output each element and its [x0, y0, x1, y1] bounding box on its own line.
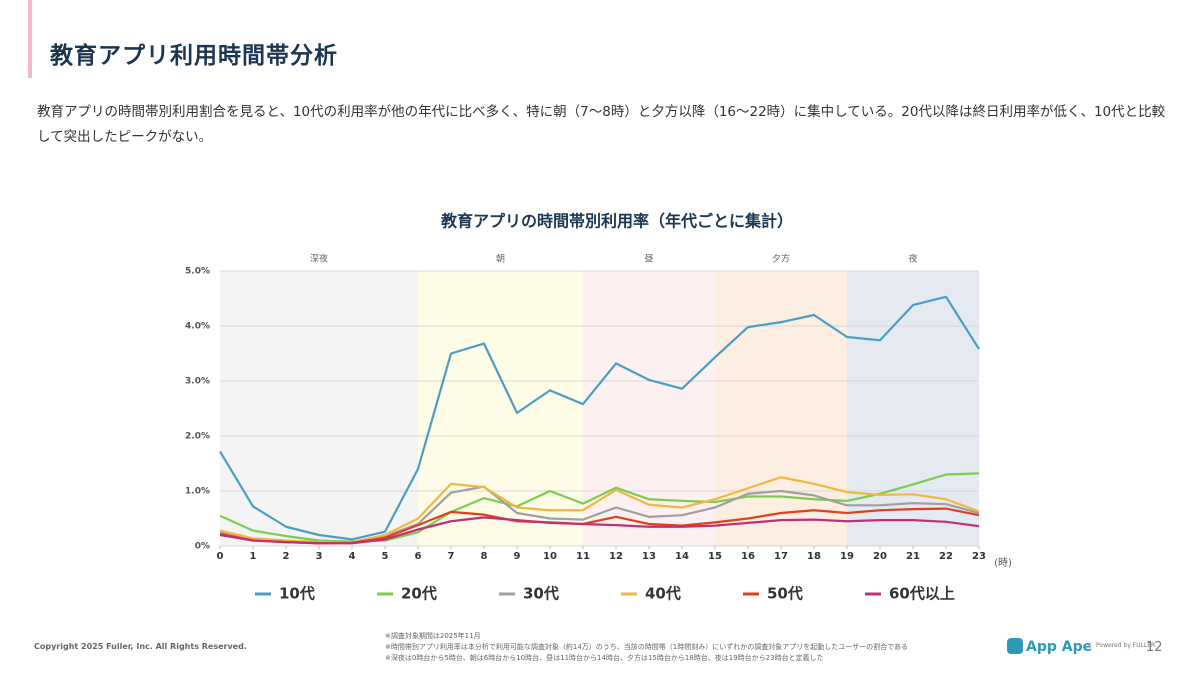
- x-tick-label: 3: [316, 551, 323, 562]
- note: ※時間帯別アプリ利用率は本分析で利用可能な調査対象（約14万）のうち、当該の時間…: [385, 643, 909, 651]
- x-tick-label: 14: [675, 551, 689, 562]
- band-label: 夕方: [772, 253, 790, 265]
- description: 教育アプリの時間帯別利用割合を見ると、10代の利用率が他の年代に比べ多く、特に朝…: [37, 104, 1166, 145]
- band-label: 朝: [496, 254, 505, 265]
- x-tick-label: 9: [514, 551, 521, 562]
- page-number: 12: [1146, 640, 1163, 655]
- x-axis-label: (時): [994, 557, 1012, 569]
- y-tick-label: 1.0%: [185, 487, 210, 497]
- x-tick-label: 11: [576, 551, 590, 562]
- logo-text: App Ape: [1026, 639, 1093, 655]
- y-tick-label: 0%: [195, 542, 210, 552]
- time-band: [220, 271, 418, 546]
- y-tick-label: 5.0%: [185, 267, 210, 277]
- x-tick-label: 0: [217, 551, 224, 562]
- y-tick-label: 4.0%: [185, 322, 210, 332]
- legend-label: 30代: [523, 585, 559, 603]
- series-line: [219, 295, 980, 541]
- logo-icon: [1007, 638, 1023, 654]
- logo: App Ape: [1007, 638, 1092, 655]
- note: ※深夜は0時台から5時台、朝は6時台から10時台、昼は11時台から14時台、夕方…: [385, 654, 824, 662]
- y-tick-label: 3.0%: [185, 377, 210, 387]
- copyright: Copyright 2025 Fuller, Inc. All Rights R…: [34, 642, 247, 651]
- time-band: [418, 271, 583, 546]
- x-tick-label: 2: [283, 551, 290, 562]
- x-tick-label: 18: [807, 551, 821, 562]
- x-tick-label: 8: [481, 551, 488, 562]
- y-tick-label: 2.0%: [185, 432, 210, 442]
- notes: ※調査対象期間は2025年11月 ※時間帯別アプリ利用率は本分析で利用可能な調査…: [385, 631, 908, 664]
- band-label: 深夜: [310, 253, 328, 265]
- legend-label: 50代: [767, 585, 803, 603]
- band-label: 昼: [644, 254, 653, 265]
- x-tick-label: 23: [972, 551, 986, 562]
- page-title: 教育アプリ利用時間帯分析: [50, 43, 338, 69]
- chart: 教育アプリの時間帯別利用率（年代ごとに集計） (時) 深夜 朝 昼 夕方 夜 0% 1.0%…: [185, 212, 1012, 603]
- x-tick-label: 1: [250, 551, 257, 562]
- band-label: 夜: [908, 253, 917, 265]
- x-tick-label: 6: [415, 551, 422, 562]
- x-tick-label: 13: [642, 551, 656, 562]
- x-tick-label: 20: [873, 551, 887, 562]
- legend-label: 40代: [645, 585, 681, 603]
- x-tick-label: 10: [543, 551, 557, 562]
- note: ※調査対象期間は2025年11月: [385, 632, 481, 640]
- legend-label: 20代: [401, 585, 437, 603]
- x-tick-label: 22: [939, 551, 953, 562]
- x-tick-label: 12: [609, 551, 623, 562]
- x-tick-label: 7: [448, 551, 455, 562]
- powered-by: Powered by FULLER: [1090, 642, 1155, 649]
- x-tick-label: 4: [349, 551, 356, 562]
- x-tick-label: 16: [741, 551, 755, 562]
- x-tick-label: 15: [708, 551, 722, 562]
- series-line: [219, 516, 980, 545]
- time-band: [847, 271, 979, 546]
- x-tick-label: 19: [840, 551, 854, 562]
- x-tick-label: 5: [382, 551, 389, 562]
- chart-title: 教育アプリの時間帯別利用率（年代ごとに集計）: [441, 212, 793, 231]
- legend-label: 10代: [279, 585, 315, 603]
- x-tick-label: 17: [774, 551, 788, 562]
- x-tick-label: 21: [906, 551, 920, 562]
- time-band: [715, 271, 847, 546]
- legend-label: 60代以上: [889, 585, 955, 603]
- accent-bar: [28, 0, 32, 78]
